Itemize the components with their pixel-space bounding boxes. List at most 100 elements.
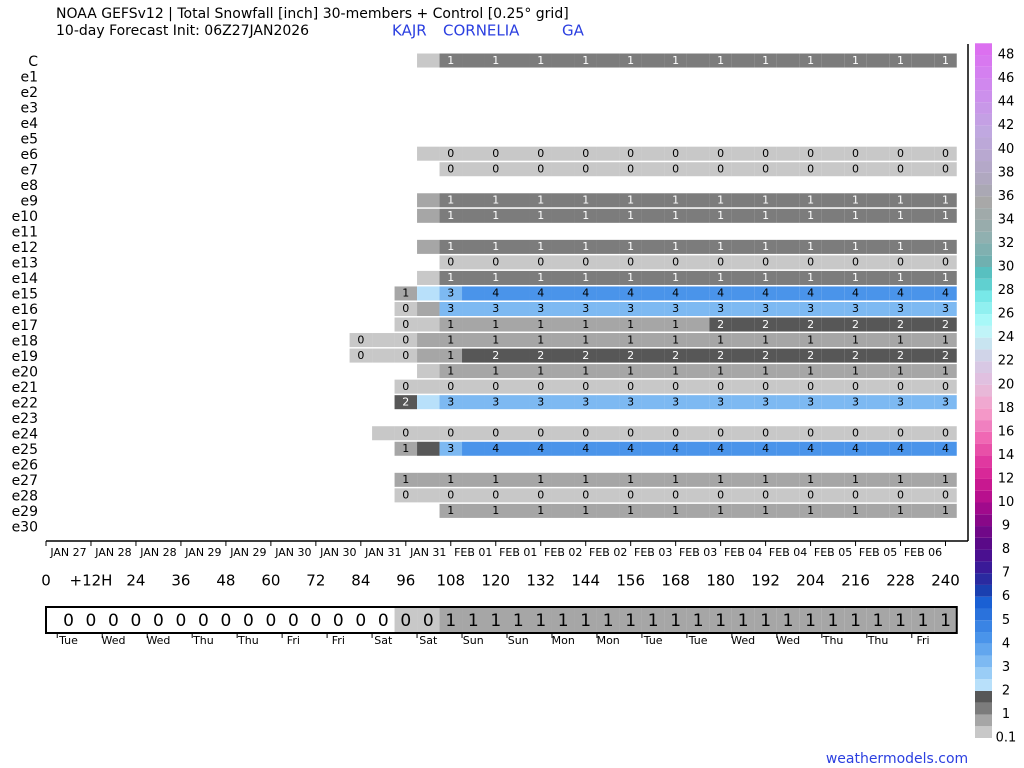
cell bbox=[574, 426, 597, 441]
cell bbox=[417, 53, 440, 68]
cell-label: 1 bbox=[852, 504, 859, 517]
mean-frame bbox=[45, 606, 958, 634]
colorbar-segment bbox=[975, 278, 992, 291]
cell-label: 1 bbox=[402, 442, 409, 455]
date-label: FEB 03 bbox=[679, 546, 717, 559]
cell-label: 0 bbox=[852, 256, 859, 269]
row-label: e19 bbox=[12, 349, 38, 365]
mean-label: 0 bbox=[243, 611, 254, 631]
cell bbox=[462, 270, 485, 285]
colorbar-segment bbox=[975, 514, 992, 527]
x-tick-label: 144 bbox=[571, 572, 600, 590]
mean-label: 0 bbox=[86, 611, 97, 631]
cell bbox=[484, 472, 507, 487]
date-label: FEB 05 bbox=[814, 546, 852, 559]
cell bbox=[664, 333, 687, 348]
cell bbox=[641, 208, 665, 223]
cell-label: 1 bbox=[717, 473, 724, 486]
row-label: e15 bbox=[12, 287, 38, 303]
cell bbox=[844, 348, 867, 363]
cell-label: 0 bbox=[357, 349, 364, 362]
cell-label: 2 bbox=[852, 349, 859, 362]
x-tick-label: 48 bbox=[216, 572, 235, 590]
colorbar-segment bbox=[975, 443, 992, 456]
colorbar-label: 3 bbox=[1002, 660, 1010, 675]
cell bbox=[911, 441, 935, 456]
cell bbox=[619, 364, 642, 379]
cell bbox=[417, 317, 440, 332]
cell-label: 1 bbox=[807, 271, 814, 284]
cell bbox=[889, 286, 912, 301]
cell bbox=[439, 208, 463, 223]
mean-label: 0 bbox=[333, 611, 344, 631]
cell bbox=[866, 53, 890, 68]
cell bbox=[439, 379, 463, 394]
cell bbox=[551, 239, 575, 254]
station-state: GA bbox=[562, 22, 585, 40]
cell-label: 0 bbox=[537, 426, 544, 439]
cell bbox=[551, 53, 575, 68]
colorbar-segment bbox=[975, 161, 992, 173]
x-tick-label: 156 bbox=[616, 572, 645, 590]
colorbar-segment bbox=[975, 561, 992, 574]
cell bbox=[507, 301, 530, 317]
cell bbox=[754, 426, 777, 441]
cell-label: 0 bbox=[762, 489, 769, 502]
colorbar-segment bbox=[975, 408, 992, 421]
date-label: JAN 31 bbox=[364, 546, 401, 559]
x-tick-label: 216 bbox=[841, 572, 870, 590]
mean-label: 1 bbox=[580, 611, 591, 631]
cell bbox=[889, 333, 912, 348]
colorbar-label: 46 bbox=[998, 71, 1015, 86]
cell-label: 4 bbox=[582, 442, 589, 455]
cell bbox=[551, 472, 575, 487]
cell-label: 1 bbox=[447, 504, 454, 517]
cell bbox=[394, 441, 418, 456]
cell bbox=[731, 488, 755, 503]
cell bbox=[664, 364, 687, 379]
cell bbox=[776, 146, 800, 161]
cell bbox=[439, 503, 463, 518]
cell-label: 2 bbox=[717, 349, 724, 362]
x-tick-label: 240 bbox=[931, 572, 960, 590]
cell bbox=[574, 395, 597, 410]
cell-label: 0 bbox=[447, 426, 454, 439]
cell-label: 0 bbox=[762, 426, 769, 439]
x-tick-label: 72 bbox=[306, 572, 325, 590]
cell bbox=[641, 286, 665, 301]
cell bbox=[821, 53, 845, 68]
cell bbox=[776, 255, 800, 270]
cell-label: 1 bbox=[627, 240, 634, 253]
cell bbox=[619, 53, 642, 68]
cell-label: 1 bbox=[762, 333, 769, 346]
cell bbox=[844, 53, 867, 68]
cell bbox=[799, 301, 822, 317]
cell bbox=[596, 286, 620, 301]
cell bbox=[529, 472, 552, 487]
colorbar-label: 14 bbox=[998, 448, 1015, 463]
cell-label: 2 bbox=[942, 318, 949, 331]
cell bbox=[866, 162, 890, 177]
cell-label: 2 bbox=[942, 349, 949, 362]
date-label: FEB 06 bbox=[904, 546, 942, 559]
x-tick-label: 180 bbox=[706, 572, 735, 590]
cell bbox=[754, 348, 777, 363]
cell-label: 0 bbox=[717, 162, 724, 175]
cell-label: 1 bbox=[762, 504, 769, 517]
cell bbox=[664, 270, 687, 285]
mean-label: 0 bbox=[288, 611, 299, 631]
cell-label: 1 bbox=[717, 333, 724, 346]
mean-cell bbox=[551, 607, 575, 633]
cell bbox=[529, 146, 552, 161]
cell-label: 4 bbox=[492, 287, 499, 300]
cell bbox=[866, 348, 890, 363]
colorbar-label: 8 bbox=[1002, 542, 1010, 557]
cell bbox=[776, 317, 800, 332]
cell bbox=[507, 503, 530, 518]
row-label: e27 bbox=[12, 473, 38, 489]
cell bbox=[731, 441, 755, 456]
cell bbox=[731, 255, 755, 270]
cell-label: 0 bbox=[942, 162, 949, 175]
